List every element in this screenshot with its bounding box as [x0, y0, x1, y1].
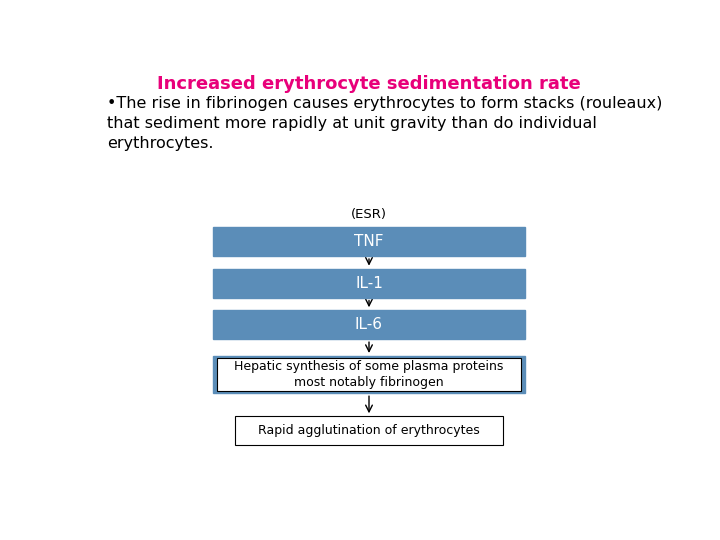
FancyBboxPatch shape: [213, 268, 526, 298]
Text: IL-6: IL-6: [355, 317, 383, 332]
Text: Increased erythrocyte sedimentation rate: Increased erythrocyte sedimentation rate: [157, 75, 581, 93]
Text: Hepatic synthesis of some plasma proteins
most notably fibrinogen: Hepatic synthesis of some plasma protein…: [234, 360, 504, 389]
FancyBboxPatch shape: [213, 227, 526, 256]
FancyBboxPatch shape: [235, 416, 503, 446]
FancyBboxPatch shape: [217, 359, 521, 391]
Text: Rapid agglutination of erythrocytes: Rapid agglutination of erythrocytes: [258, 424, 480, 437]
Text: TNF: TNF: [354, 234, 384, 249]
FancyBboxPatch shape: [213, 310, 526, 339]
Text: IL-1: IL-1: [355, 275, 383, 291]
Text: (ESR): (ESR): [351, 208, 387, 221]
Text: •The rise in fibrinogen causes erythrocytes to form stacks (rouleaux)
that sedim: •The rise in fibrinogen causes erythrocy…: [107, 96, 662, 151]
FancyBboxPatch shape: [213, 356, 526, 393]
